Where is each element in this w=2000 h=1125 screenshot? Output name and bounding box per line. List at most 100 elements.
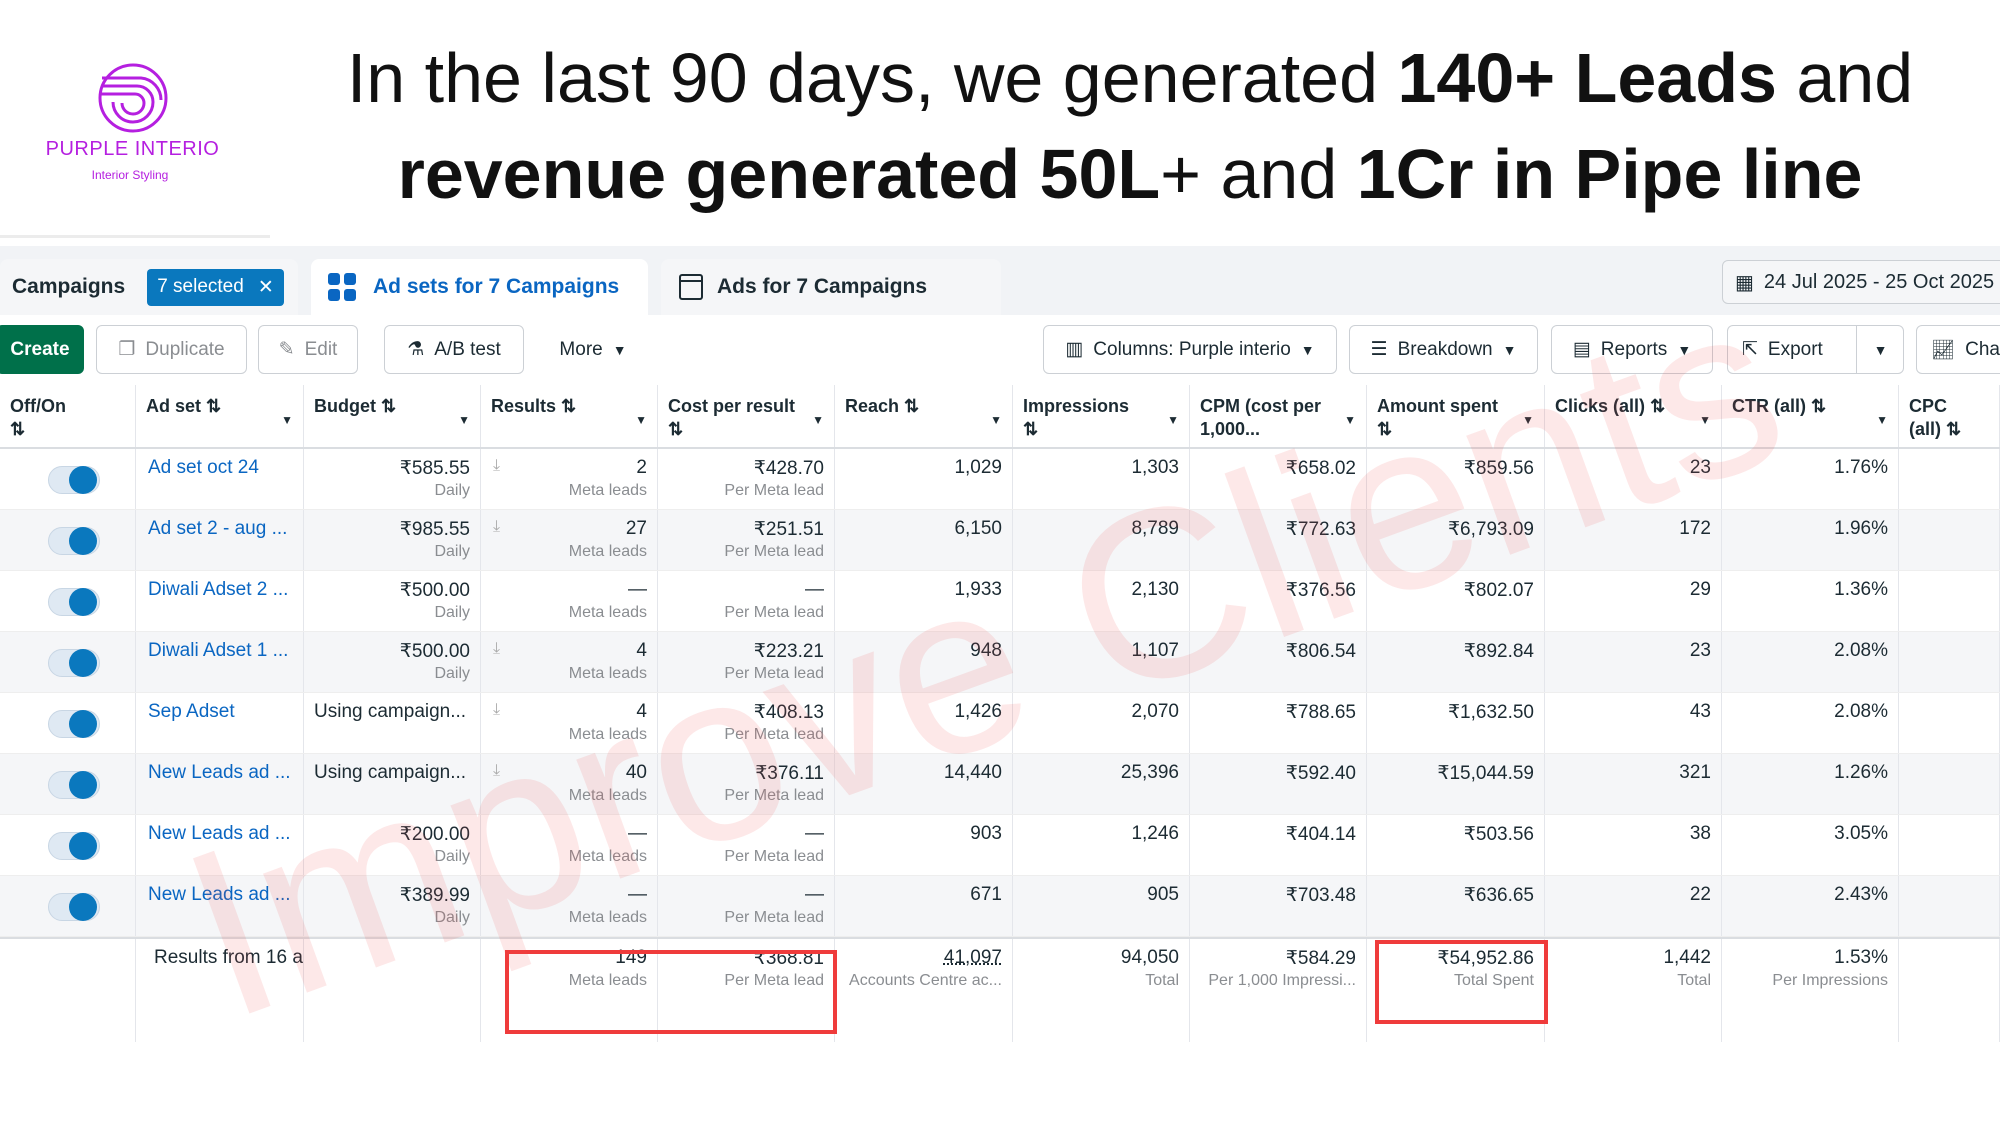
caret-down-icon[interactable]: ▼	[1522, 413, 1534, 427]
export-button[interactable]: ⇱ Export ▼	[1727, 325, 1904, 374]
on-off-toggle[interactable]	[48, 771, 100, 799]
columns-button[interactable]: ▥ Columns: Purple interio ▼	[1043, 325, 1337, 374]
date-range-picker[interactable]: ▦ 24 Jul 2025 - 25 Oct 2025	[1722, 260, 2000, 304]
table-row[interactable]: Ad set 2 - aug ... ₹985.55 Daily ⤓ 27 Meta le…	[0, 510, 2000, 571]
edit-button[interactable]: ✎ Edit	[258, 325, 358, 374]
sort-icon[interactable]: ⇅	[381, 396, 397, 416]
sort-icon[interactable]: ⇅	[1811, 396, 1827, 416]
ad-set-name-link[interactable]: New Leads ad ...	[148, 884, 291, 905]
sort-icon[interactable]: ⇅	[1377, 419, 1393, 439]
table-row[interactable]: Sep Adset Using campaign... ⤓ 4 Meta leads ₹4…	[0, 693, 2000, 754]
table-cell: — Meta leads	[481, 876, 658, 936]
table-row[interactable]: New Leads ad ... Using campaign... ⤓ 40 Meta…	[0, 754, 2000, 815]
toolbar: Create ❐ Duplicate ✎ Edit ⚗ A/B test More ▼ …	[0, 315, 2000, 385]
breakdown-button[interactable]: ☰ Breakdown ▼	[1349, 325, 1538, 374]
column-header[interactable]: CPM (cost per 1,000... ▼	[1190, 385, 1367, 447]
tab-ads[interactable]: Ads for 7 Campaigns	[661, 259, 1001, 315]
column-header[interactable]: Impressions ⇅ ▼	[1013, 385, 1190, 447]
caret-down-icon[interactable]: ▼	[635, 413, 647, 427]
chart-button[interactable]: 📈︎ Char	[1916, 325, 2000, 374]
column-header[interactable]: Off/On ⇅	[0, 385, 136, 447]
column-header[interactable]: CTR (all) ⇅ ▼	[1722, 385, 1899, 447]
cost-per-result-unit: Per Meta lead	[724, 787, 824, 804]
caret-down-icon[interactable]: ▼	[990, 413, 1002, 427]
create-label: Create	[10, 338, 70, 360]
table-cell: — Meta leads	[481, 815, 658, 875]
caret-down-icon: ▼	[612, 341, 627, 358]
table-row[interactable]: Ad set oct 24 ₹585.55 Daily ⤓ 2 Meta leads ₹42…	[0, 449, 2000, 510]
table-row[interactable]: Diwali Adset 2 ... ₹500.00 Daily — Meta lead…	[0, 571, 2000, 632]
sort-icon[interactable]: ⇅	[904, 396, 920, 416]
table-cell	[0, 571, 136, 631]
table-cell	[1899, 693, 2000, 753]
column-header[interactable]: Reach ⇅ ▼	[835, 385, 1013, 447]
sort-icon[interactable]: ⇅	[10, 419, 26, 439]
results-unit: Meta leads	[568, 604, 647, 621]
ad-set-name-link[interactable]: New Leads ad ...	[148, 762, 291, 783]
table-cell: Using campaign...	[304, 754, 481, 814]
on-off-toggle[interactable]	[48, 649, 100, 677]
caret-down-icon: ▼	[1502, 341, 1517, 358]
table-cell: 23	[1545, 449, 1722, 509]
close-icon[interactable]: ✕	[257, 276, 274, 298]
ad-set-name-link[interactable]: Sep Adset	[148, 701, 235, 722]
ad-set-name-link[interactable]: Diwali Adset 1 ...	[148, 640, 289, 661]
tab-campaigns[interactable]: Campaigns 7 selected ✕	[0, 259, 298, 315]
more-label: More	[559, 338, 603, 360]
table-row[interactable]: Diwali Adset 1 ... ₹500.00 Daily ⤓ 4 Meta lea…	[0, 632, 2000, 693]
on-off-toggle[interactable]	[48, 832, 100, 860]
cost-per-result-unit: Per Meta lead	[724, 909, 824, 926]
column-header[interactable]: Cost per result ⇅ ▼	[658, 385, 835, 447]
on-off-toggle[interactable]	[48, 527, 100, 555]
sort-icon[interactable]: ⇅	[206, 396, 222, 416]
ad-set-name-link[interactable]: Ad set 2 - aug ...	[148, 518, 288, 539]
reports-button[interactable]: ▤ Reports ▼	[1551, 325, 1713, 374]
caret-down-icon[interactable]: ▼	[458, 413, 470, 427]
column-header[interactable]: Results ⇅ ▼	[481, 385, 658, 447]
column-header[interactable]: CPC (all) ⇅	[1899, 385, 2000, 447]
caret-down-icon[interactable]: ▼	[1876, 413, 1888, 427]
export-dropdown[interactable]: ▼	[1856, 326, 1904, 373]
table-cell: 903	[835, 815, 1013, 875]
reach-value: 671	[970, 884, 1002, 905]
caret-down-icon[interactable]: ▼	[1167, 413, 1179, 427]
duplicate-button[interactable]: ❐ Duplicate	[96, 325, 247, 374]
sort-icon[interactable]: ⇅	[1946, 419, 1962, 439]
table-cell	[0, 754, 136, 814]
caret-down-icon[interactable]: ▼	[1699, 413, 1711, 427]
results-value: 40	[625, 762, 647, 783]
sort-icon[interactable]: ⇅	[1023, 419, 1039, 439]
table-row[interactable]: New Leads ad ... ₹389.99 Daily — Meta leads —…	[0, 876, 2000, 937]
tab-ad-sets[interactable]: Ad sets for 7 Campaigns	[311, 259, 648, 315]
ab-test-button[interactable]: ⚗ A/B test	[384, 325, 524, 374]
ad-set-name-link[interactable]: Diwali Adset 2 ...	[148, 579, 289, 600]
column-header[interactable]: Amount spent ⇅ ▼	[1367, 385, 1545, 447]
on-off-toggle[interactable]	[48, 710, 100, 738]
results-unit: Meta leads	[568, 726, 647, 743]
column-header[interactable]: Budget ⇅ ▼	[304, 385, 481, 447]
sort-icon[interactable]: ⇅	[561, 396, 577, 416]
ctr-value: 2.08%	[1834, 701, 1888, 722]
create-button[interactable]: Create	[0, 325, 84, 374]
table-cell	[0, 693, 136, 753]
table-cell: New Leads ad ...	[136, 876, 304, 936]
download-icon: ⤓	[493, 640, 501, 657]
on-off-toggle[interactable]	[48, 588, 100, 616]
ad-set-name-link[interactable]: Ad set oct 24	[148, 457, 259, 478]
more-button[interactable]: More ▼	[548, 325, 638, 374]
sort-icon[interactable]: ⇅	[668, 419, 684, 439]
duplicate-icon: ❐	[118, 339, 136, 360]
on-off-toggle[interactable]	[48, 466, 100, 494]
caret-down-icon[interactable]: ▼	[812, 413, 824, 427]
table-row[interactable]: New Leads ad ... ₹200.00 Daily — Meta leads —…	[0, 815, 2000, 876]
on-off-toggle[interactable]	[48, 893, 100, 921]
column-header[interactable]: Ad set ⇅ ▼	[136, 385, 304, 447]
selected-badge[interactable]: 7 selected ✕	[147, 268, 284, 306]
ad-set-name-link[interactable]: New Leads ad ...	[148, 823, 291, 844]
caret-down-icon[interactable]: ▼	[281, 413, 293, 427]
sort-icon[interactable]: ⇅	[1650, 396, 1666, 416]
column-header[interactable]: Clicks (all) ⇅ ▼	[1545, 385, 1722, 447]
caret-down-icon[interactable]: ▼	[1344, 413, 1356, 427]
results-unit: Meta leads	[568, 909, 647, 926]
download-icon: ⤓	[493, 762, 501, 779]
